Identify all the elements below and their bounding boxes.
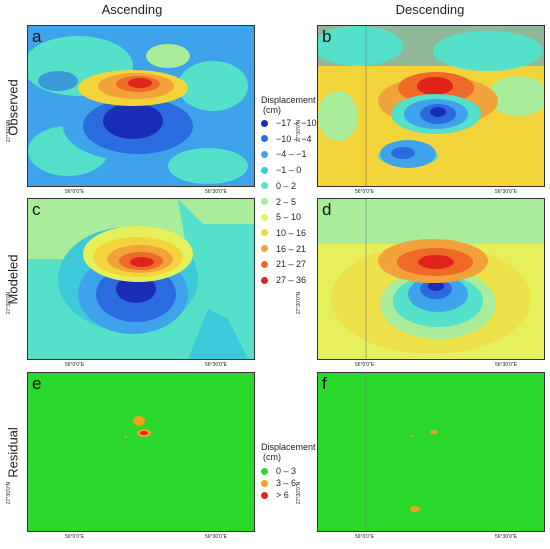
panel-a-map [28, 26, 254, 186]
legend-displacement-item: −10 – −4 [261, 134, 312, 144]
lat-label-e: 27°30'0"N [6, 481, 13, 505]
legend-label: > 6 [276, 490, 289, 500]
lon-label-e2: 56°30'0"E [205, 534, 227, 540]
legend-displacement-item: 2 – 5 [261, 197, 296, 207]
legend-label: 3 – 6 [276, 478, 297, 488]
column-title-ascending: Ascending [101, 2, 163, 17]
legend-swatch [261, 119, 268, 127]
legend-swatch [261, 229, 268, 237]
legend-displacement-item: 16 – 21 [261, 244, 306, 254]
legend-label: −17 – −10 [276, 118, 317, 128]
panel-label-a: a [32, 27, 42, 46]
legend-residual-items: 0 – 3 3 – 6 > 6 [261, 466, 317, 516]
legend-label: 16 – 21 [276, 243, 307, 254]
lon-label-f2: 56°30'0"E [495, 534, 517, 540]
panel-d-map [318, 199, 544, 359]
lon-label-d2: 56°30'0"E [495, 362, 517, 368]
legend-label: 5 – 10 [276, 212, 302, 223]
legend-label: 0 – 3 [276, 466, 297, 476]
legend-residual: Displacement (cm) [261, 442, 317, 462]
panel-e-map [28, 373, 254, 531]
legend-swatch [261, 491, 268, 499]
legend-swatch [261, 467, 268, 475]
panel-a-ascending-observed: a [27, 25, 255, 187]
legend-title: Displacement [261, 95, 316, 105]
legend-displacement-item: 5 – 10 [261, 212, 301, 222]
panel-d-descending-modeled: d [317, 198, 545, 360]
legend-swatch [261, 166, 268, 174]
legend-unit: (cm) [263, 105, 281, 115]
panel-label-f: f [322, 374, 327, 393]
legend-swatch [261, 245, 268, 253]
lon-label-d1: 56°0'0"E [355, 362, 375, 368]
legend-swatch [261, 479, 268, 487]
panel-c-map [28, 199, 254, 359]
panel-label-b: b [322, 27, 332, 46]
lat-label-c: 27°30'0"N [6, 291, 13, 315]
legend-displacement-item: −17 – −10 [261, 118, 317, 128]
legend-displacement-item: 10 – 16 [261, 228, 306, 238]
legend-swatch [261, 182, 268, 190]
column-title-descending: Descending [395, 2, 465, 17]
panel-f-map [318, 373, 544, 531]
legend-displacement-items: −17 – −10 −10 – −4 −4 – −1 −1 – 0 0 – 2 2 – 5… [261, 118, 317, 293]
legend-swatch [261, 135, 268, 143]
legend-displacement-item: 0 – 2 [261, 181, 296, 191]
legend-residual-unit: (cm) [263, 452, 281, 462]
lon-label-a1: 56°0'0"E [65, 189, 85, 195]
legend-label: −1 – 0 [276, 165, 302, 176]
legend-displacement-item: −1 – 0 [261, 165, 301, 175]
panel-b-descending-observed: b [317, 25, 545, 187]
legend-residual-title: Displacement [261, 442, 316, 452]
panel-f-descending-residual: f [317, 372, 545, 532]
legend-swatch [261, 276, 268, 284]
lon-label-f1: 56°0'0"E [355, 534, 375, 540]
legend-residual-item: 0 – 3 [261, 466, 296, 476]
panel-c-ascending-modeled: c [27, 198, 255, 360]
lat-label-a: 27°30'0"N [6, 119, 13, 143]
legend-displacement: Displacement (cm) [261, 95, 317, 115]
lon-label-b2: 56°30'0"E [495, 189, 517, 195]
legend-swatch [261, 198, 268, 205]
panel-label-d: d [322, 200, 332, 219]
panel-label-e: e [32, 374, 42, 393]
lon-label-a2: 56°30'0"E [205, 189, 227, 195]
legend-swatch [261, 260, 268, 268]
legend-swatch [261, 150, 268, 158]
legend-label: 0 – 2 [276, 180, 297, 191]
lon-label-c2: 56°30'0"E [205, 362, 227, 368]
legend-label: −4 – −1 [276, 149, 307, 160]
lon-label-c1: 56°0'0"E [65, 362, 85, 368]
legend-displacement-item: −4 – −1 [261, 149, 307, 159]
legend-displacement-item: 21 – 27 [261, 259, 306, 269]
legend-label: 27 – 36 [276, 275, 307, 285]
legend-residual-item: > 6 [261, 490, 289, 500]
legend-displacement-item: 27 – 36 [261, 275, 306, 285]
legend-label: 2 – 5 [276, 196, 297, 207]
panel-b-map [318, 26, 544, 186]
legend-label: 10 – 16 [276, 227, 307, 238]
legend-label: 21 – 27 [276, 259, 307, 270]
legend-residual-item: 3 – 6 [261, 478, 296, 488]
legend-swatch [261, 213, 268, 221]
lon-label-e1: 56°0'0"E [65, 534, 85, 540]
legend-label: −10 – −4 [276, 133, 312, 144]
lon-label-b1: 56°0'0"E [355, 189, 375, 195]
panel-e-ascending-residual: e [27, 372, 255, 532]
lat-label-d: 27°30'0"N [296, 291, 303, 315]
panel-label-c: c [32, 200, 41, 219]
